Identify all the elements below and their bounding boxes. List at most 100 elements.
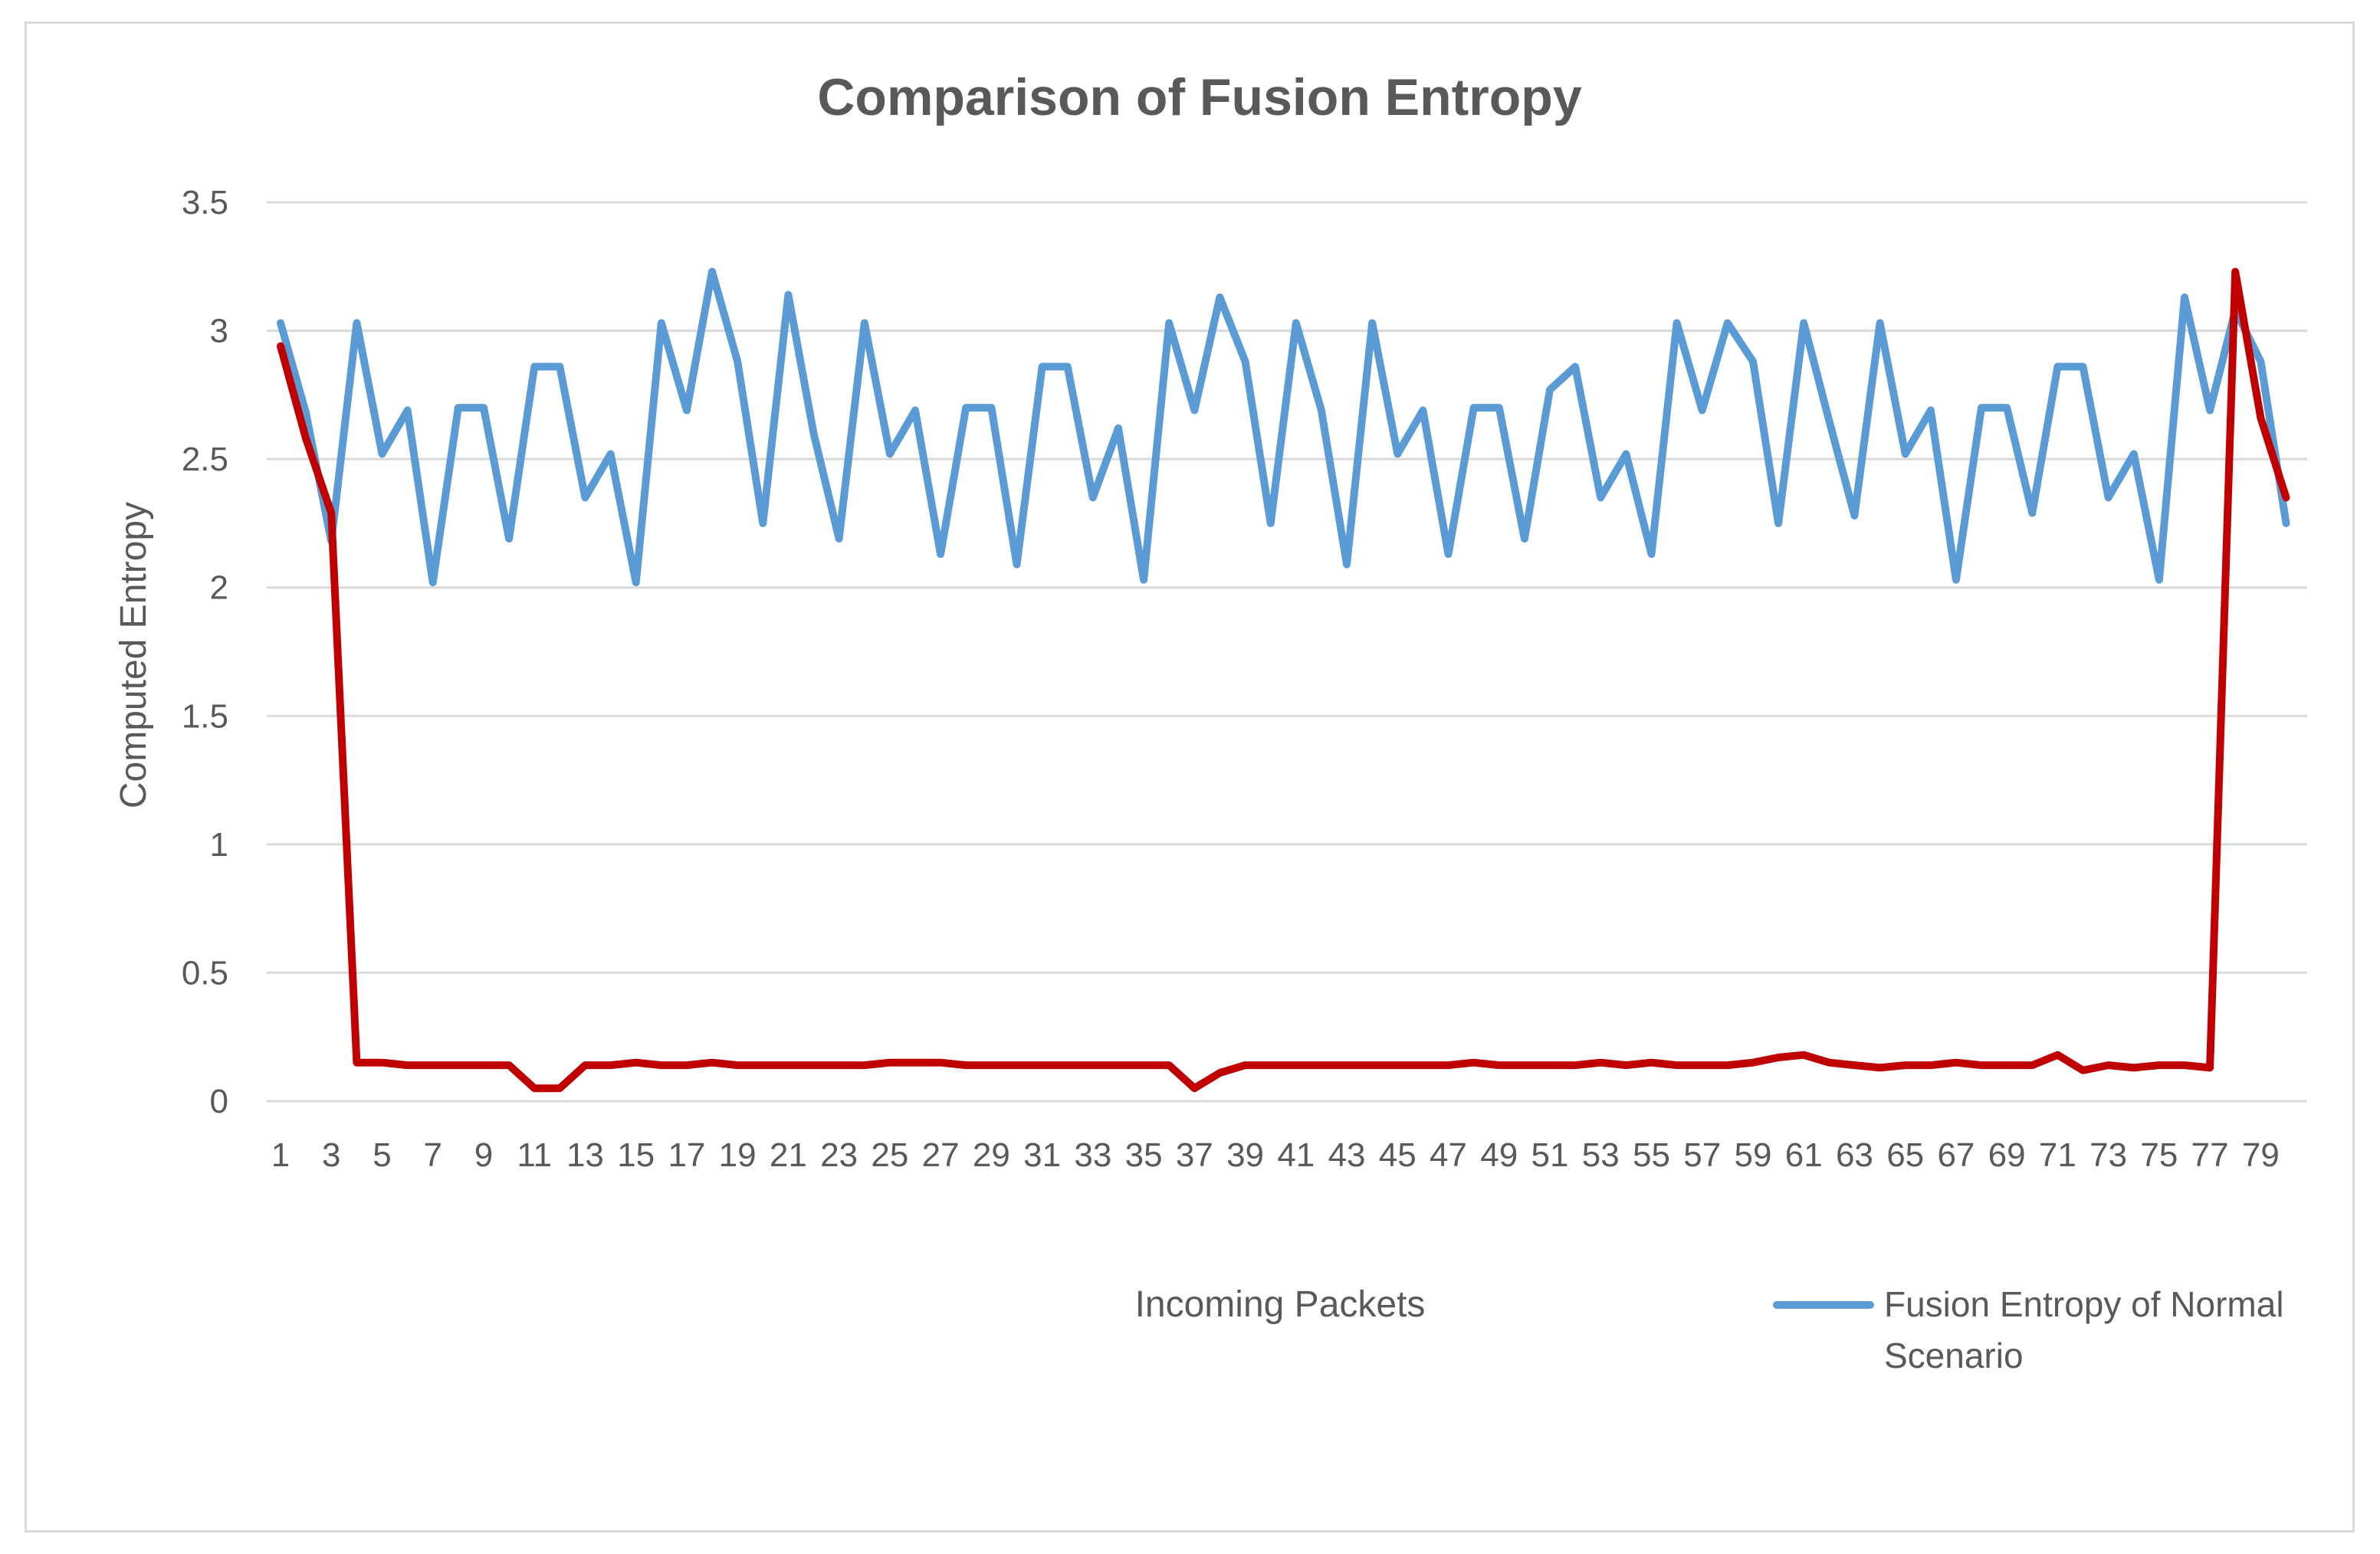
x-tick-label: 51: [1531, 1136, 1569, 1174]
x-tick-label: 33: [1074, 1136, 1111, 1174]
data-point: [1625, 453, 1627, 454]
data-point: [1778, 1057, 1779, 1058]
data-point: [2285, 523, 2286, 524]
data-point: [508, 1064, 510, 1066]
data-point: [356, 323, 357, 324]
data-point: [559, 1087, 560, 1089]
x-tick-label: 7: [423, 1136, 442, 1174]
data-point: [2184, 1064, 2185, 1066]
data-point: [2083, 366, 2084, 367]
data-point: [1574, 366, 1576, 367]
data-point: [839, 538, 840, 539]
legend-label-normal: Fusion Entropy of Normal Scenario: [1884, 1284, 2293, 1375]
y-tick-label: 2: [210, 569, 228, 607]
x-tick-label: 43: [1328, 1136, 1366, 1174]
data-point: [1955, 579, 1957, 581]
data-point: [381, 1062, 382, 1064]
data-point: [1473, 407, 1475, 408]
data-point: [356, 1062, 357, 1064]
data-point: [1295, 1064, 1297, 1066]
x-tick-label: 79: [2242, 1136, 2280, 1174]
data-point: [1930, 409, 1932, 411]
gridlines: [267, 201, 2307, 1103]
data-point: [2031, 1064, 2033, 1066]
data-point: [1295, 323, 1297, 324]
data-point: [1981, 1064, 1982, 1066]
x-tick-label: 3: [322, 1136, 340, 1174]
x-tick-label: 63: [1836, 1136, 1873, 1174]
data-point: [2108, 1064, 2109, 1066]
data-point: [1397, 1064, 1398, 1066]
data-point: [1524, 538, 1525, 539]
x-tick-label: 67: [1937, 1136, 1975, 1174]
x-tick-label: 61: [1785, 1136, 1823, 1174]
data-point: [2184, 297, 2185, 298]
data-point: [1752, 361, 1754, 362]
data-point: [1473, 1062, 1475, 1064]
data-point: [2006, 1064, 2007, 1066]
data-point: [1422, 409, 1423, 411]
data-point: [1092, 497, 1094, 498]
x-tick-label: 13: [566, 1136, 604, 1174]
data-point: [1727, 323, 1728, 324]
x-tick-label: 65: [1886, 1136, 1924, 1174]
data-point: [889, 1062, 891, 1064]
data-point: [2209, 409, 2211, 411]
data-point: [839, 1064, 840, 1066]
legend-label-line-1: Fusion Entropy of Normal: [1884, 1284, 2284, 1324]
data-point: [508, 538, 510, 539]
data-point: [1193, 1087, 1195, 1089]
data-point: [813, 433, 815, 434]
legend: Fusion Entropy of Normal Scenario: [1773, 1284, 2293, 1375]
y-tick-label: 0.5: [182, 954, 228, 992]
data-point: [1499, 407, 1500, 408]
data-point: [2083, 1070, 2084, 1071]
data-point: [762, 523, 763, 524]
data-point: [990, 1064, 992, 1066]
data-point: [2006, 407, 2007, 408]
data-point: [2133, 453, 2135, 454]
data-point: [2158, 1064, 2160, 1066]
data-point: [1270, 1064, 1272, 1066]
data-point: [864, 1064, 865, 1066]
data-point: [1042, 1064, 1043, 1066]
data-point: [1067, 366, 1069, 367]
x-tick-label: 1: [271, 1136, 290, 1174]
data-point: [2260, 418, 2261, 419]
data-point: [1676, 323, 1678, 324]
data-point: [280, 323, 281, 324]
data-point: [1955, 1062, 1957, 1064]
data-point: [559, 366, 560, 367]
x-tick-label: 71: [2039, 1136, 2076, 1174]
x-tick-label: 59: [1734, 1136, 1771, 1174]
data-point: [914, 1062, 916, 1064]
data-point: [458, 407, 459, 408]
data-point: [1828, 420, 1830, 421]
data-point: [305, 438, 307, 439]
data-point: [1574, 1064, 1576, 1066]
y-axis-ticks: 0 0.5 1 1.5 2 2.5 3 3.5: [182, 184, 228, 1120]
data-point: [1752, 1062, 1754, 1064]
data-point: [1219, 297, 1220, 298]
x-tick-label: 19: [719, 1136, 757, 1174]
data-point: [864, 323, 865, 324]
data-point: [1371, 1064, 1373, 1066]
y-tick-label: 0: [210, 1083, 228, 1120]
x-tick-label: 49: [1480, 1136, 1518, 1174]
data-point: [1042, 366, 1043, 367]
y-tick-label: 2.5: [182, 441, 228, 478]
data-point: [1346, 564, 1348, 566]
data-point: [711, 1062, 713, 1064]
data-point: [1549, 1064, 1551, 1066]
data-point: [762, 1064, 763, 1066]
data-point: [610, 1064, 612, 1066]
data-point: [1702, 409, 1703, 411]
data-point: [330, 513, 332, 514]
x-axis-ticks: 1 3 5 7 9 11 13 15 17 19 21 23 25 27 29 31 33 35 37 39 41 43 4…: [271, 1136, 2280, 1174]
data-point: [2285, 497, 2286, 498]
x-tick-label: 15: [617, 1136, 655, 1174]
data-point: [813, 1064, 815, 1066]
data-point: [661, 1064, 662, 1066]
data-point: [1016, 1064, 1017, 1066]
x-tick-label: 77: [2191, 1136, 2229, 1174]
